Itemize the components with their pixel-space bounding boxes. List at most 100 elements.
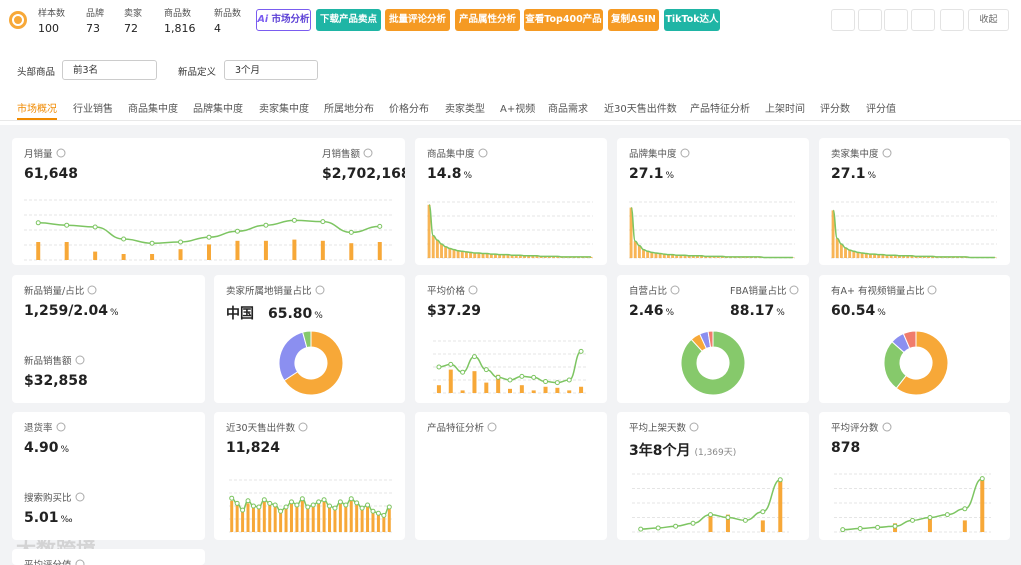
bar [514, 255, 518, 258]
line-point [365, 502, 371, 508]
line-point [261, 497, 267, 503]
bar [708, 256, 712, 258]
bar [508, 388, 512, 393]
bar [452, 249, 456, 258]
line-point [760, 509, 766, 515]
help-icon [75, 355, 85, 365]
icon-button[interactable] [858, 9, 882, 31]
line-point [35, 220, 41, 226]
tab[interactable]: 市场概况 [17, 104, 57, 115]
label-text: 平均上架天数 [629, 423, 687, 434]
button[interactable]: 复制ASIN [608, 9, 659, 31]
bar [241, 511, 245, 532]
tab[interactable]: A+视频 [500, 104, 536, 115]
bar [844, 247, 847, 258]
metric-label: 退货率 [24, 420, 66, 434]
stat-label: 商品数 [164, 9, 192, 19]
metric-label: 产品特征分析 [427, 420, 497, 434]
bar [519, 385, 524, 393]
tab[interactable]: 所属地分布 [324, 104, 374, 115]
tab[interactable]: 评分数 [820, 104, 850, 115]
button[interactable]: 批量评论分析 [385, 9, 450, 31]
button[interactable]: 查看Top400产品 [524, 9, 603, 31]
metric-label: 新品销售额 [24, 353, 85, 367]
line-point [320, 219, 326, 225]
select[interactable]: 前3名 [62, 60, 157, 80]
line [832, 209, 995, 259]
help-icon [680, 148, 690, 158]
bar [893, 255, 897, 258]
line-point [348, 496, 354, 502]
chart [278, 330, 344, 396]
line-point [892, 523, 898, 529]
stat-value: 4 [214, 22, 221, 35]
line-point [708, 512, 713, 518]
help-circle [56, 148, 66, 158]
tab[interactable]: 价格分布 [389, 104, 429, 115]
tab[interactable]: 评分值 [866, 104, 896, 115]
icon-button[interactable] [940, 9, 964, 31]
tab[interactable]: 产品特征分析 [690, 104, 750, 115]
tab[interactable]: 商品集中度 [128, 104, 178, 115]
value-note: (1,369天) [694, 448, 737, 458]
label-text: 平均价格 [427, 286, 466, 297]
help-icon [927, 285, 937, 295]
tab[interactable]: 行业销售 [73, 104, 113, 115]
label-text: 平均评分数 [831, 423, 879, 434]
tab[interactable]: 卖家类型 [445, 104, 485, 115]
bar [839, 244, 843, 258]
value-text: 65.80 [268, 306, 313, 322]
bar [831, 210, 835, 258]
tab[interactable]: 近30天售出件数 [604, 104, 677, 115]
collapse-button[interactable]: 收起 [968, 9, 1009, 31]
line-point [263, 222, 269, 228]
metric-label: 卖家所属地销量占比 [226, 283, 325, 297]
chart [229, 479, 392, 533]
help-icon [56, 422, 66, 432]
metric-label: 月销售额 [322, 146, 373, 160]
icon-button[interactable] [831, 9, 855, 31]
tab[interactable]: 上架时间 [765, 104, 805, 115]
bar [671, 254, 675, 258]
value-prefix: 中国 [226, 306, 254, 322]
select[interactable]: 3个月 [224, 60, 318, 80]
value-text: 3年8个月 [629, 443, 691, 459]
bar [472, 371, 477, 393]
bar [376, 513, 380, 532]
line-point [229, 495, 235, 501]
line-point [240, 507, 246, 513]
bar [567, 390, 572, 393]
tab[interactable]: 品牌集中度 [193, 104, 243, 115]
button[interactable]: 产品属性分析 [455, 9, 520, 31]
bar [535, 255, 539, 258]
card: 退货率 4.90% 搜索购买比 5.01 ‰ [12, 412, 205, 540]
line-point [483, 367, 489, 373]
bar [481, 253, 485, 258]
bar [178, 249, 183, 260]
line-point [327, 503, 333, 509]
tab[interactable]: 商品需求 [548, 104, 588, 115]
ai-button[interactable]: Ai 市场分析 [256, 9, 311, 31]
tab[interactable]: 卖家集中度 [259, 104, 309, 115]
help-icon [87, 285, 97, 295]
bar [778, 480, 783, 532]
line-point [857, 526, 863, 532]
bar [712, 256, 716, 258]
value-text: 60.54 [831, 303, 876, 319]
line-point [471, 354, 477, 360]
bar [284, 508, 288, 532]
icon-button[interactable] [911, 9, 935, 31]
bar [881, 254, 885, 258]
bar [629, 207, 633, 258]
metric-value: $32,858 [24, 373, 88, 389]
bar [589, 256, 593, 258]
bar [366, 506, 370, 532]
help-circle [882, 422, 892, 432]
bar [473, 252, 477, 258]
line-point [507, 377, 513, 383]
button[interactable]: TikTok达人 [664, 9, 720, 31]
help-circle [87, 285, 97, 295]
logo [9, 11, 27, 29]
icon-button[interactable] [884, 9, 908, 31]
button[interactable]: 下载产品卖点 [316, 9, 381, 31]
